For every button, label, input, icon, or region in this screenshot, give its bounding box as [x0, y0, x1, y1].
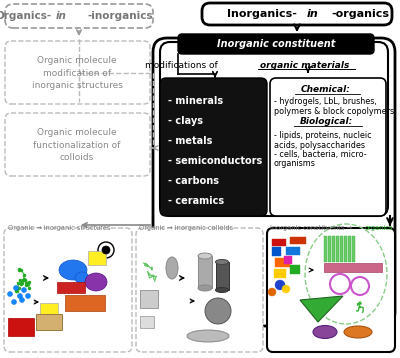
Text: organics: organics [365, 225, 393, 231]
Bar [8, 318, 34, 336]
Text: - cells, bacteria, micro-: - cells, bacteria, micro- [274, 150, 367, 160]
Text: in: in [307, 9, 319, 19]
Bar [328, 236, 330, 262]
Ellipse shape [198, 253, 212, 259]
Bar [57, 282, 85, 293]
Circle shape [12, 300, 16, 305]
Circle shape [98, 242, 114, 258]
Bar [336, 236, 338, 262]
FancyBboxPatch shape [4, 228, 132, 352]
Text: Organics-: Organics- [0, 11, 52, 21]
FancyBboxPatch shape [5, 4, 153, 28]
Circle shape [282, 285, 290, 293]
FancyBboxPatch shape [160, 78, 267, 216]
Bar [275, 258, 290, 267]
Text: polymers & block copolymers: polymers & block copolymers [274, 106, 394, 116]
Circle shape [205, 298, 231, 324]
Polygon shape [300, 296, 343, 322]
Bar [324, 263, 382, 272]
Text: modifications of: modifications of [145, 61, 221, 69]
Circle shape [275, 280, 285, 290]
FancyBboxPatch shape [136, 228, 263, 352]
Ellipse shape [216, 260, 228, 265]
Text: -inorganics: -inorganics [87, 11, 153, 21]
Text: organic materials: organic materials [260, 61, 350, 69]
Text: organisms: organisms [274, 160, 316, 169]
Text: Inorganic constituent: Inorganic constituent [217, 39, 335, 49]
FancyBboxPatch shape [270, 78, 386, 216]
FancyBboxPatch shape [153, 38, 395, 326]
Bar [332, 236, 334, 262]
Ellipse shape [75, 272, 89, 284]
Bar [286, 247, 300, 255]
Ellipse shape [313, 325, 337, 339]
Bar [344, 236, 346, 262]
FancyBboxPatch shape [160, 42, 388, 216]
Bar [272, 239, 286, 246]
FancyBboxPatch shape [5, 41, 150, 104]
FancyBboxPatch shape [178, 34, 374, 54]
Circle shape [18, 294, 22, 299]
Circle shape [8, 291, 12, 296]
FancyBboxPatch shape [202, 3, 392, 25]
Text: Organic → inorganic structures: Organic → inorganic structures [8, 225, 110, 231]
Text: - carbons: - carbons [168, 176, 219, 186]
Bar [348, 236, 350, 262]
Text: Inorganics-: Inorganics- [227, 9, 297, 19]
Ellipse shape [344, 326, 372, 338]
Circle shape [268, 288, 276, 296]
Text: - minerals: - minerals [168, 96, 223, 106]
Circle shape [20, 297, 24, 303]
Bar [36, 314, 62, 330]
FancyBboxPatch shape [267, 228, 395, 352]
Text: Organic molecule
modification of
inorganic structures: Organic molecule modification of inorgan… [32, 56, 122, 90]
Bar [340, 236, 342, 262]
FancyBboxPatch shape [5, 113, 150, 176]
Bar [140, 316, 154, 328]
Text: -organics: -organics [331, 9, 389, 19]
Text: - semiconductors: - semiconductors [168, 156, 262, 166]
Ellipse shape [85, 273, 107, 291]
Text: - clays: - clays [168, 116, 203, 126]
Circle shape [14, 285, 18, 290]
Bar [216, 262, 229, 290]
Bar [352, 236, 354, 262]
Bar [140, 290, 158, 308]
Text: - ceramics: - ceramics [168, 196, 224, 206]
Text: Biological:: Biological: [299, 117, 353, 126]
Text: Chemical:: Chemical: [301, 86, 351, 95]
Bar [272, 247, 281, 256]
Text: - hydrogels, LbL, brushes,: - hydrogels, LbL, brushes, [274, 97, 377, 106]
Bar [65, 295, 105, 311]
Text: - lipids, proteins, nucleic: - lipids, proteins, nucleic [274, 131, 372, 140]
Bar [290, 237, 306, 244]
Text: Inorganic constituents →: Inorganic constituents → [270, 225, 352, 231]
Text: acids, polysaccharides: acids, polysaccharides [274, 140, 365, 150]
Ellipse shape [166, 257, 178, 279]
Bar [198, 256, 212, 288]
Ellipse shape [59, 260, 87, 280]
Circle shape [26, 294, 30, 299]
Text: in: in [56, 11, 66, 21]
Bar [290, 265, 300, 274]
Circle shape [22, 287, 26, 292]
Ellipse shape [187, 330, 229, 342]
Text: - metals: - metals [168, 136, 212, 146]
Ellipse shape [216, 287, 228, 292]
Text: Organic → inorganic colloids: Organic → inorganic colloids [139, 225, 233, 231]
Bar [88, 251, 106, 265]
Circle shape [102, 246, 110, 254]
Ellipse shape [198, 285, 212, 291]
Text: Organic molecule
functionalization of
colloids: Organic molecule functionalization of co… [33, 128, 121, 162]
Bar [324, 236, 326, 262]
Bar [274, 269, 286, 278]
Bar [284, 256, 292, 264]
Bar [40, 303, 58, 314]
